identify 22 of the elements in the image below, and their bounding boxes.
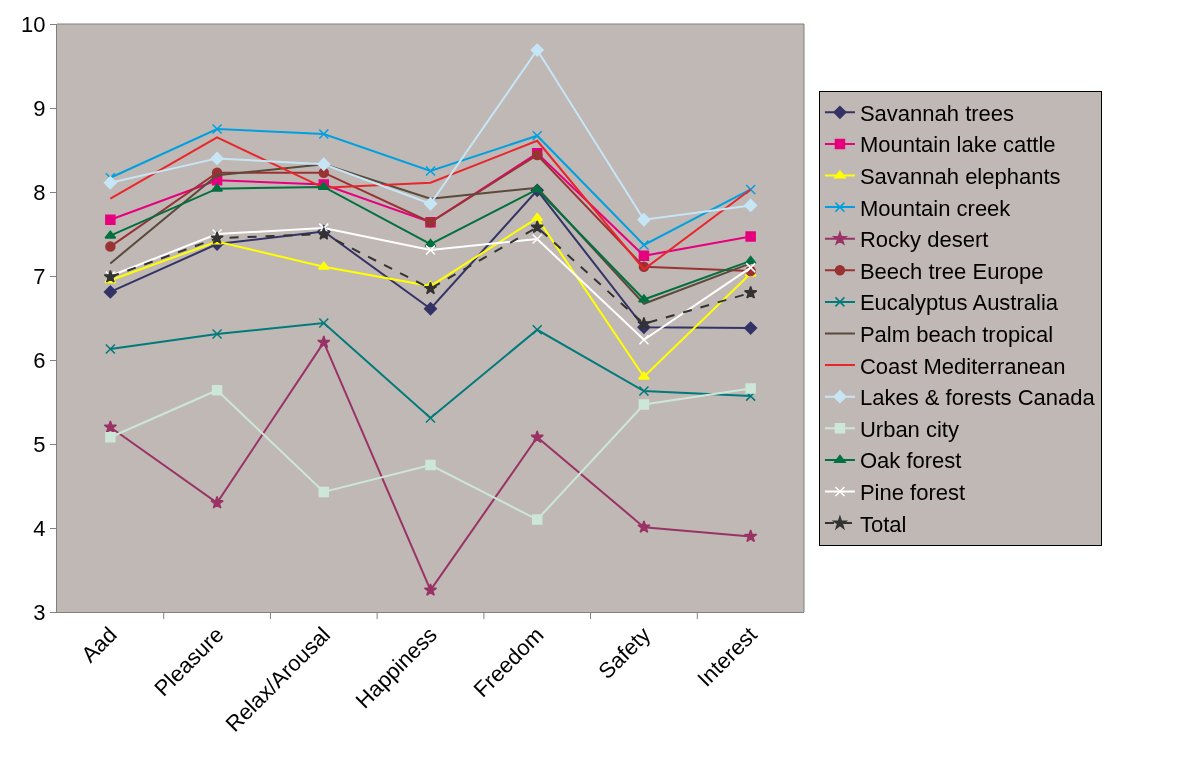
y-tick-label: 3 bbox=[33, 599, 46, 625]
y-tick-label: 7 bbox=[33, 263, 46, 289]
y-tick-label: 8 bbox=[33, 179, 46, 205]
legend-label: Rocky desert bbox=[859, 227, 989, 253]
y-tick-label: 6 bbox=[33, 347, 46, 373]
legend-label: Total bbox=[859, 511, 907, 537]
legend-label: Oak forest bbox=[859, 448, 962, 474]
legend-label: Savannah elephants bbox=[859, 164, 1061, 190]
legend-label: Lakes & forests Canada bbox=[859, 385, 1096, 411]
legend-label: Coast Mediterranean bbox=[859, 353, 1066, 379]
legend-label: Palm beach tropical bbox=[859, 322, 1054, 348]
legend-label: Mountain creek bbox=[859, 195, 1012, 221]
legend-label: Beech tree Europe bbox=[859, 258, 1044, 284]
y-tick-label: 9 bbox=[33, 95, 46, 121]
legend-label: Urban city bbox=[859, 416, 959, 442]
y-tick-label: 5 bbox=[33, 431, 46, 457]
legend-label: Pine forest bbox=[859, 480, 966, 506]
legend-label: Savannah trees bbox=[859, 100, 1015, 126]
legend-label: Mountain lake cattle bbox=[859, 132, 1056, 158]
y-tick-label: 4 bbox=[33, 515, 46, 541]
legend-label: Eucalyptus Australia bbox=[859, 290, 1059, 316]
y-tick-label: 10 bbox=[21, 11, 46, 37]
